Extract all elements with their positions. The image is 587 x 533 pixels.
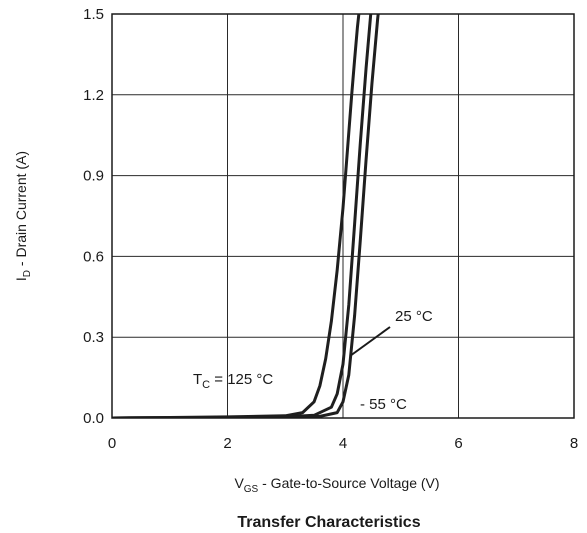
x-tick-label-2: 4 [339, 435, 347, 452]
y-tick-label-2: 0.6 [83, 248, 104, 265]
x-tick-label-4: 8 [570, 435, 578, 452]
annotation-minus55c: - 55 °C [360, 396, 407, 413]
y-tick-label-0: 0.0 [83, 410, 104, 427]
x-tick-labels: 0 2 4 6 8 [108, 435, 578, 452]
x-tick-label-1: 2 [223, 435, 231, 452]
y-tick-labels: 0.0 0.3 0.6 0.9 1.2 1.5 [83, 6, 104, 427]
series-line-2 [112, 14, 380, 418]
annotation-125c: TC = 125 °C [193, 371, 273, 391]
grid [112, 14, 574, 418]
curves [112, 14, 380, 418]
x-tick-label-0: 0 [108, 435, 116, 452]
pointer-25c [349, 326, 391, 357]
series-line-1 [112, 14, 373, 418]
chart-title: Transfer Characteristics [237, 514, 420, 531]
plot-frame [111, 13, 575, 419]
y-tick-label-1: 0.3 [83, 329, 104, 346]
y-axis-title: ID - Drain Current (A) [13, 151, 33, 281]
x-axis-title: VGS - Gate-to-Source Voltage (V) [234, 475, 439, 495]
y-tick-label-3: 0.9 [83, 168, 104, 185]
y-tick-label-5: 1.5 [83, 6, 104, 23]
x-tick-label-3: 6 [454, 435, 462, 452]
series-line-0 [112, 14, 361, 418]
annotation-25c: 25 °C [395, 308, 433, 325]
y-tick-label-4: 1.2 [83, 87, 104, 104]
